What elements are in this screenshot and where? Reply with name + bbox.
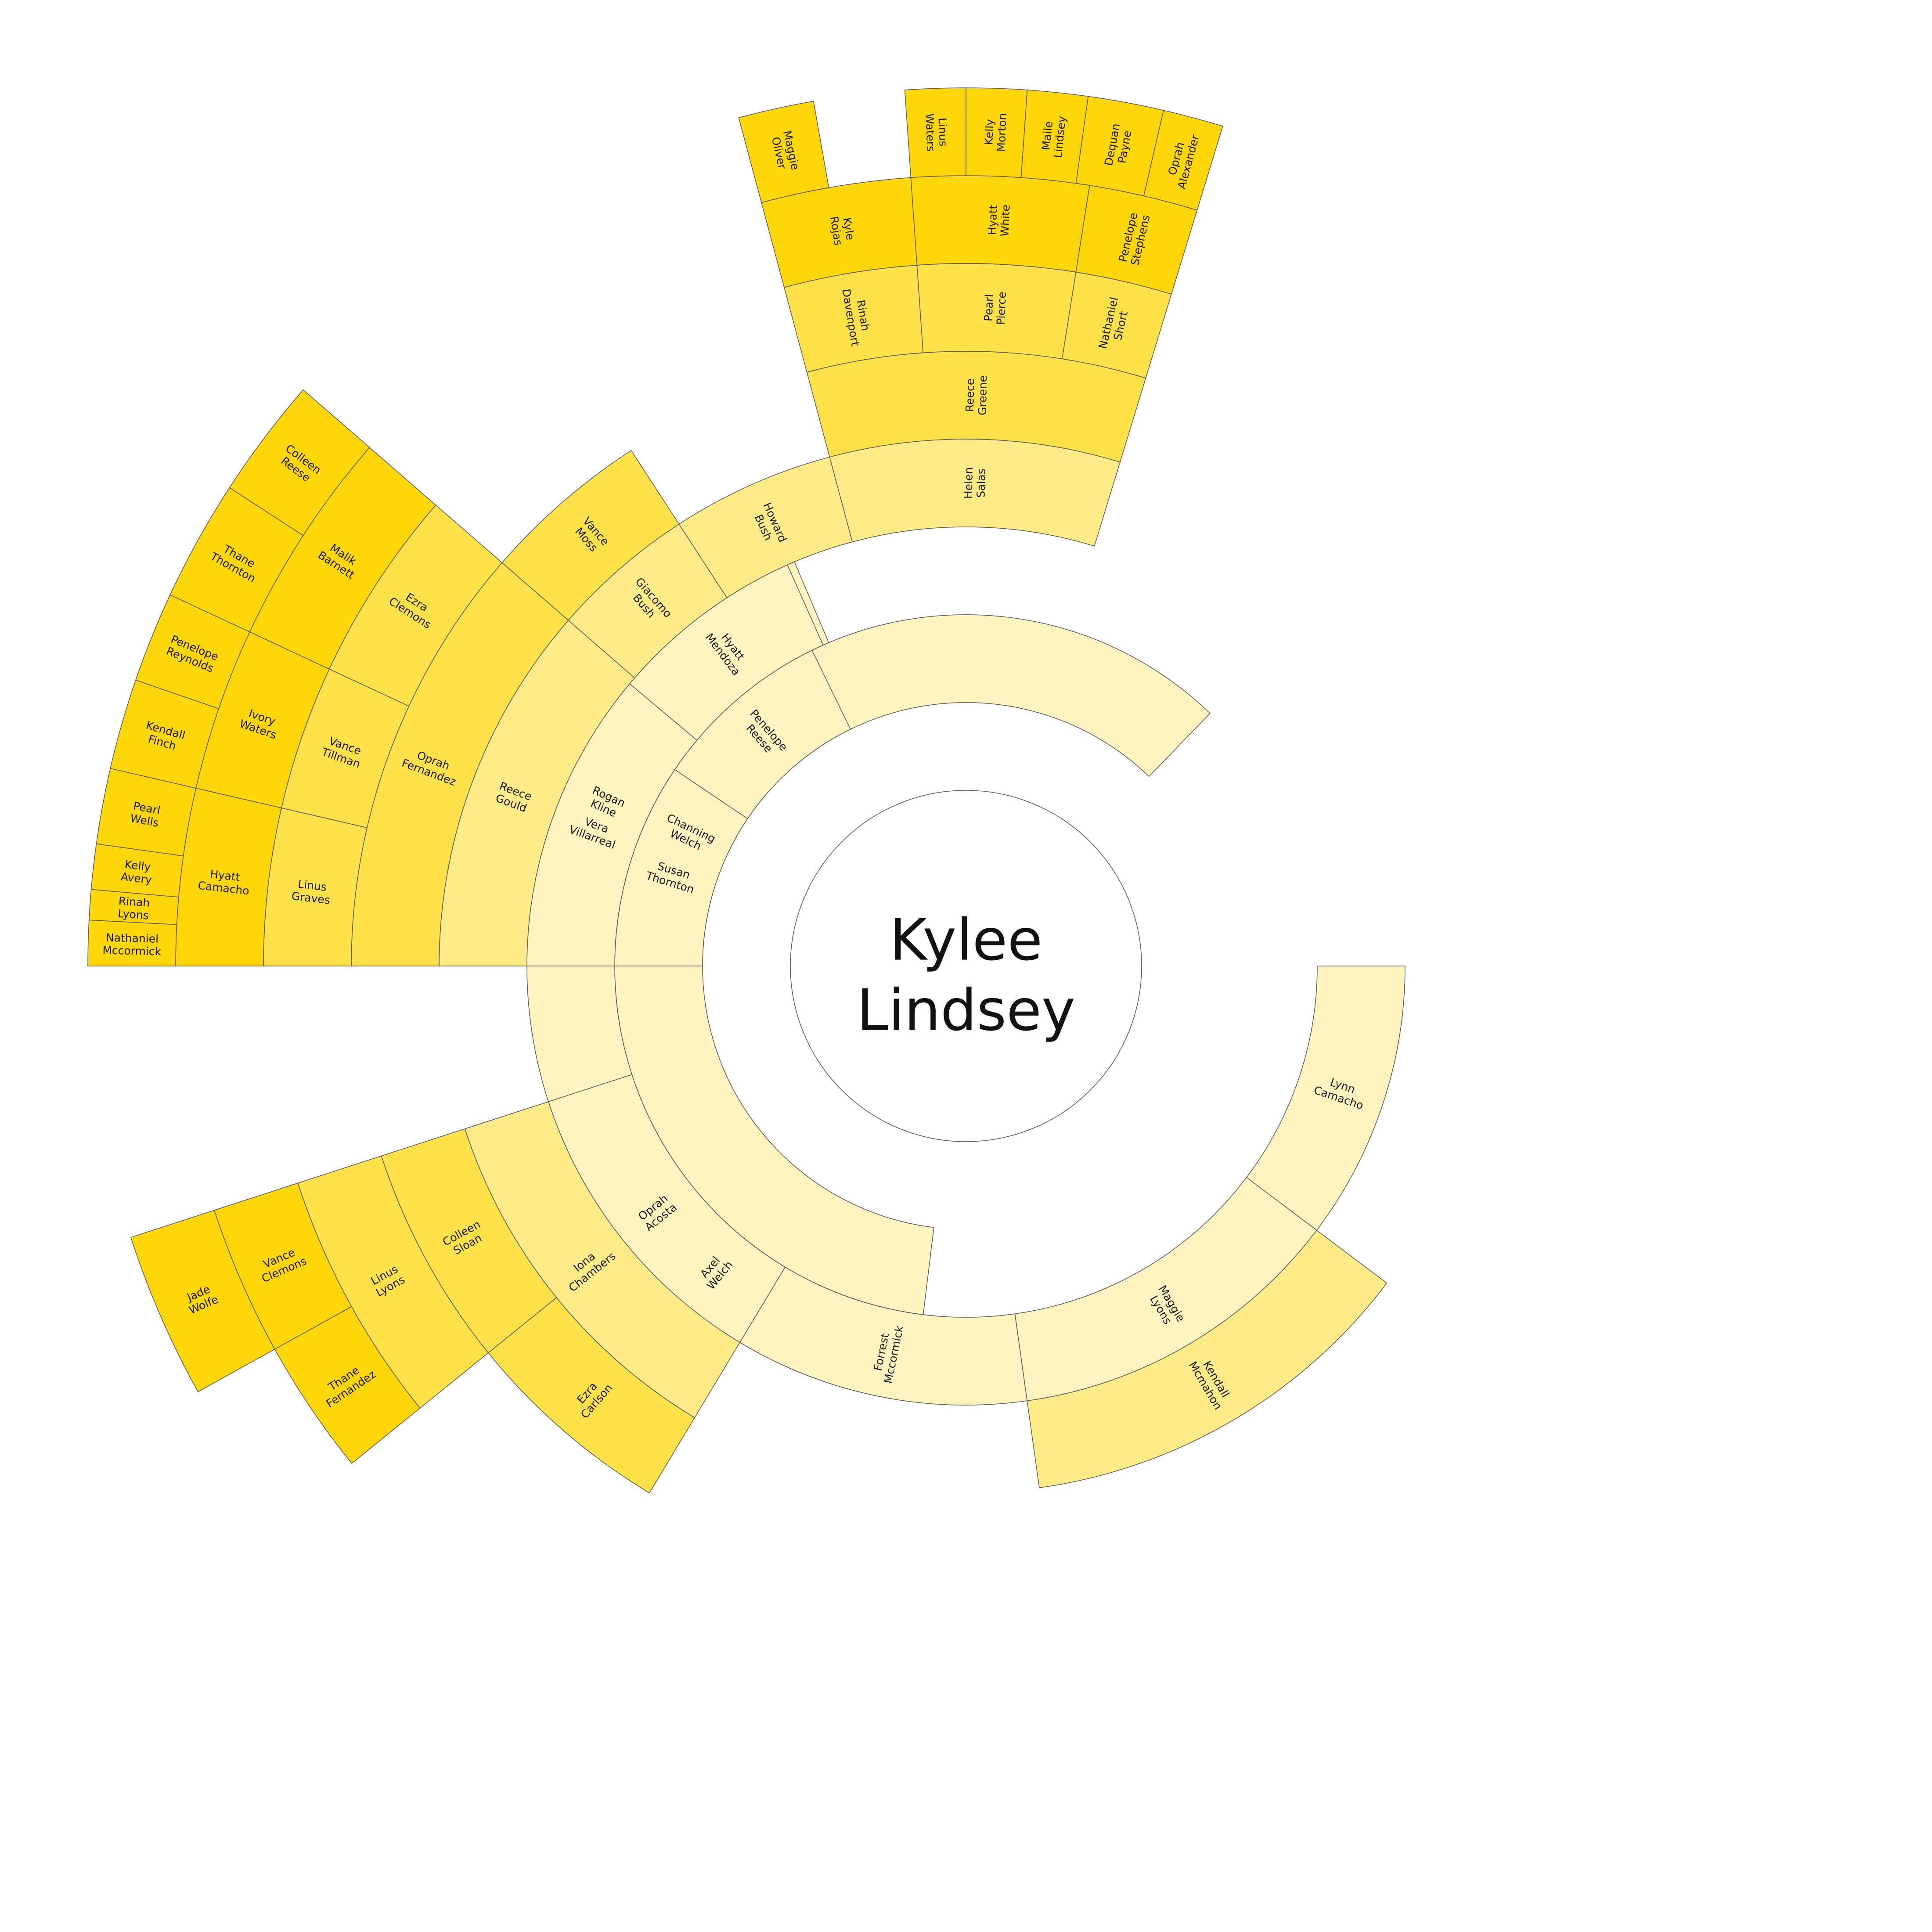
ancestor-segment-thane-thornton[interactable]: [169, 487, 304, 633]
ancestor-segments: [87, 87, 1406, 1494]
ancestor-label-helen-salas: HelenSalas: [962, 467, 988, 499]
ancestor-segment-maggie-oliver[interactable]: [738, 101, 829, 203]
ancestor-segment-vance-moss[interactable]: [501, 450, 680, 621]
ancestor-segment-rinah-lyons[interactable]: [88, 889, 179, 925]
ancestor-label-hyatt-white: HyattWhite: [986, 204, 1013, 237]
ancestor-label-pearl-pierce: PearlPierce: [982, 291, 1009, 325]
root-circle[interactable]: [790, 790, 1142, 1142]
ancestor-label-linus-waters: LinusWaters: [923, 113, 950, 152]
ancestor-label-rinah-lyons: RinahLyons: [117, 894, 150, 922]
ancestor-segment-colleen-reese[interactable]: [229, 389, 370, 536]
ancestor-segment-kendall-mcmahon[interactable]: [1027, 1229, 1388, 1489]
ancestor-label-kelly-morton: KellyMorton: [982, 112, 1009, 152]
ancestor-segment-oprah-alexander[interactable]: [1143, 110, 1223, 211]
ancestor-segment-kendall-finch[interactable]: [110, 679, 220, 789]
ancestor-segment-ezra-carlson[interactable]: [487, 1297, 696, 1494]
root-last-name: Lindsey: [857, 977, 1075, 1044]
ancestor-label-nathaniel-mccormick: NathanielMccormick: [102, 931, 162, 958]
ancestor-segment-penelope-reynolds[interactable]: [135, 594, 250, 709]
root-first-name: Kylee: [890, 907, 1043, 973]
ancestor-segment-jade-wolfe[interactable]: [130, 1210, 275, 1392]
ancestor-label-kelly-avery: KellyAvery: [120, 858, 154, 886]
root-person[interactable]: Kylee Lindsey: [790, 790, 1142, 1142]
ancestor-segment-pearl-wells[interactable]: [96, 768, 197, 857]
ancestor-label-pearl-wells: PearlWells: [129, 799, 162, 829]
ancestor-segment-nathaniel-mccormick[interactable]: [87, 919, 177, 966]
ancestor-label-reece-greene: ReeceGreene: [963, 375, 989, 415]
ancestor-label-maile-lindsey: MaileLindsey: [1039, 114, 1068, 159]
ancestor-segment-kelly-avery[interactable]: [90, 843, 184, 898]
